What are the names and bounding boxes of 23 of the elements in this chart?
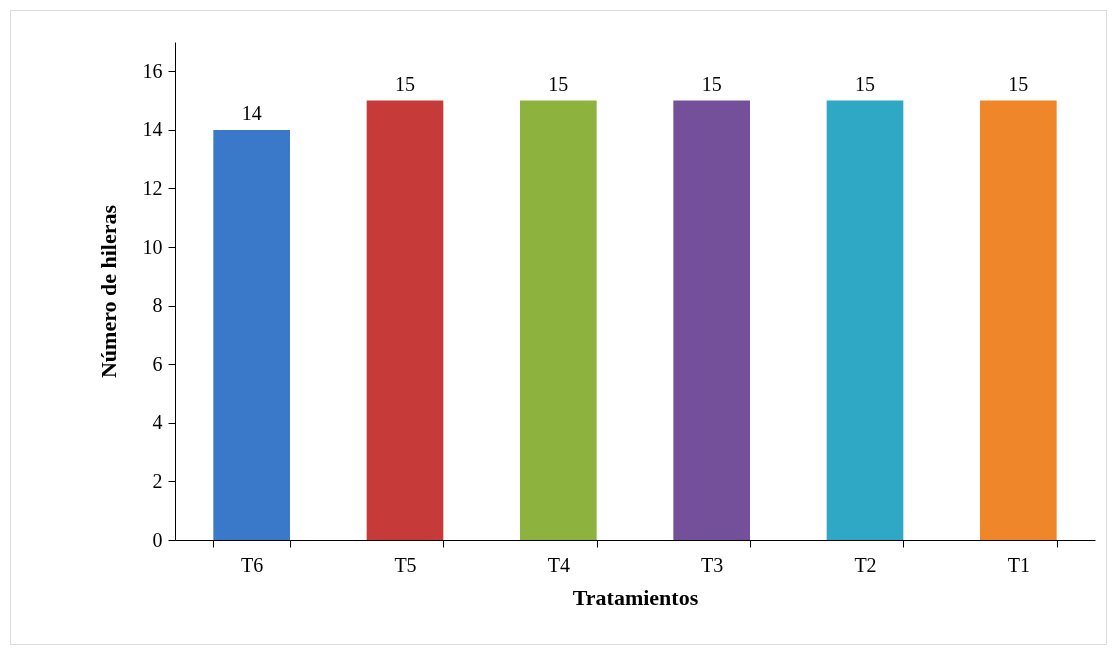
data-label: 15 xyxy=(855,72,875,95)
y-tick-label: 12 xyxy=(142,176,163,199)
y-tick-label: 10 xyxy=(142,235,163,258)
x-tick-label: T2 xyxy=(854,553,877,576)
x-tick-label: T4 xyxy=(547,553,570,576)
data-label: 15 xyxy=(548,72,569,95)
y-tick-label: 16 xyxy=(142,59,163,82)
x-tick-label: T6 xyxy=(241,553,264,576)
x-axis-title: Tratamientos xyxy=(572,584,699,610)
data-label: 14 xyxy=(241,101,262,124)
y-tick-label: 4 xyxy=(152,411,163,434)
data-label: 15 xyxy=(395,72,415,95)
y-tick-label: 6 xyxy=(152,352,163,375)
y-tick-label: 0 xyxy=(152,528,163,551)
data-label: 15 xyxy=(1008,72,1029,95)
x-tick-label: T5 xyxy=(394,553,417,576)
x-tick-label: T1 xyxy=(1007,553,1030,576)
y-tick-label: 2 xyxy=(152,469,163,492)
x-tick-label: T3 xyxy=(701,553,724,576)
y-tick-label: 8 xyxy=(152,294,163,317)
data-label: 15 xyxy=(701,72,722,95)
y-axis-title: Número de hileras xyxy=(95,204,121,379)
y-tick-label: 14 xyxy=(142,118,163,141)
